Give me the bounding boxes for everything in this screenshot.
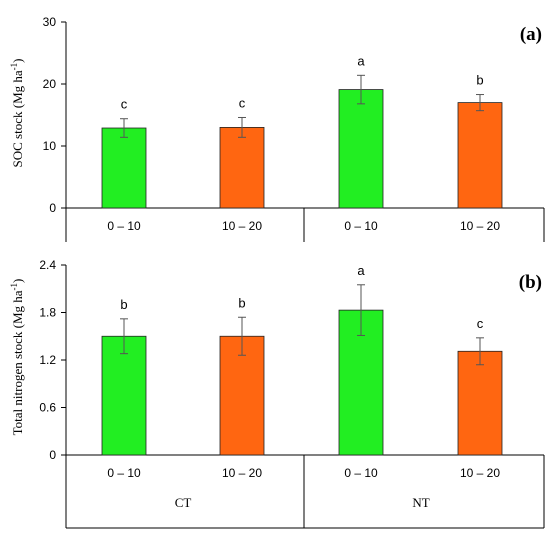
bar: [101, 127, 147, 209]
category-label: 0 – 10: [344, 466, 378, 480]
significance-letter: c: [121, 97, 128, 112]
panel-b: Total nitrogen stock (Mg ha-1) (b) 0 0.6 1…: [9, 258, 545, 489]
y-tick-label: 0.6: [39, 401, 56, 415]
bar: [457, 102, 503, 209]
y-tick-label: 2.4: [39, 258, 56, 272]
bar: [338, 89, 384, 209]
category-label: 10 – 20: [222, 466, 262, 480]
significance-letter: c: [477, 316, 484, 331]
y-tick-label: 30: [43, 15, 57, 29]
significance-letter: b: [238, 295, 245, 310]
significance-letter: b: [120, 297, 127, 312]
category-label: 10 – 20: [460, 466, 500, 480]
bar: [101, 335, 147, 456]
significance-letter: c: [239, 95, 246, 110]
y-tick-label: 0: [49, 448, 56, 462]
y-tick-label: 0: [49, 201, 56, 215]
category-label: 0 – 10: [344, 219, 378, 233]
significance-letter: a: [357, 53, 365, 68]
significance-letter: a: [357, 263, 365, 278]
category-label: 10 – 20: [222, 219, 262, 233]
panel-label-b: (b): [519, 272, 542, 293]
y-tick-label: 10: [43, 139, 57, 153]
bar: [457, 350, 503, 456]
significance-letter: b: [476, 73, 483, 88]
panel-a: SOC stock (Mg ha-1) (a) 0 10 20 30 c 0 – 10 c 1…: [9, 15, 545, 242]
category-label: 10 – 20: [460, 219, 500, 233]
category-label: 0 – 10: [107, 466, 141, 480]
panel-label-a: (a): [520, 24, 542, 45]
category-label: 0 – 10: [107, 219, 141, 233]
bar: [219, 335, 265, 456]
y-tick-label: 1.8: [39, 306, 56, 320]
bar: [219, 127, 265, 209]
y-axis-label-a: SOC stock (Mg ha-1): [9, 59, 25, 168]
group-label-ct: CT: [175, 495, 192, 510]
y-axis-label-b: Total nitrogen stock (Mg ha-1): [9, 279, 25, 436]
y-tick-label: 20: [43, 77, 57, 91]
group-label-nt: NT: [412, 495, 429, 510]
y-tick-label: 1.2: [39, 353, 56, 367]
group-labels: CT NT: [175, 495, 430, 510]
